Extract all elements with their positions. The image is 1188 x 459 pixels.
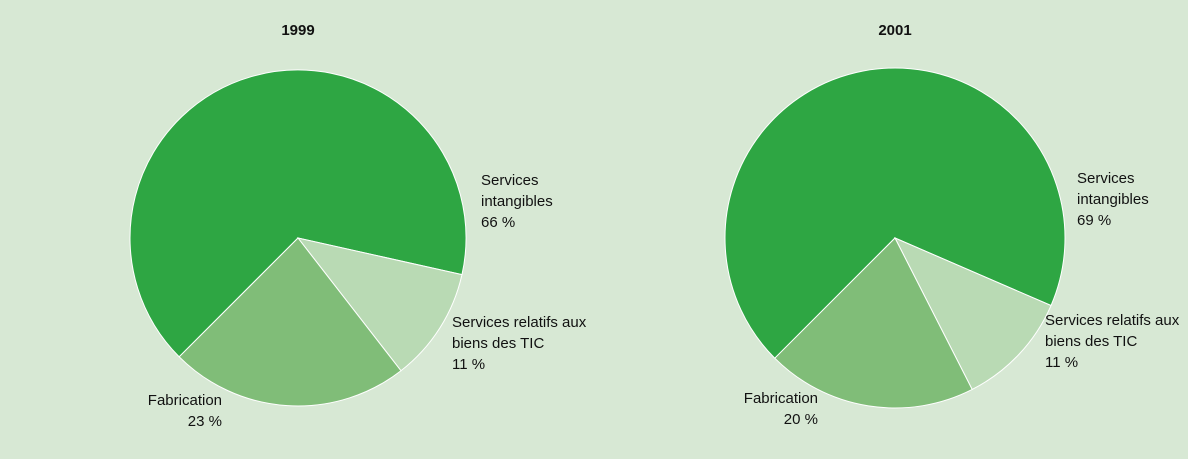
value-label: 69 % — [1077, 212, 1112, 229]
pie-slice — [774, 237, 973, 409]
category-label: Fabrication — [147, 392, 222, 409]
category-label: Fabrication — [743, 390, 818, 407]
slice-label: Fabrication 20 % — [698, 388, 818, 430]
pie-slice — [178, 237, 402, 407]
value-label: 11 % — [452, 356, 486, 373]
pie-slice — [296, 237, 463, 372]
category-label: Services relatifs aux biens des TIC — [1045, 312, 1180, 350]
value-label: 11 % — [1045, 354, 1079, 371]
category-label: Services intangibles — [481, 172, 553, 210]
chart-title: 1999 — [281, 22, 315, 39]
value-label: 20 % — [783, 411, 818, 428]
slice-label: Services intangibles 66 % — [481, 170, 576, 233]
pie-slice — [893, 236, 1052, 391]
slice-label: Services relatifs aux biens des TIC 11 % — [452, 312, 592, 375]
pie-slice — [129, 69, 467, 358]
category-label: Services intangibles — [1077, 170, 1149, 208]
pie-slice — [724, 67, 1066, 359]
chart-title: 2001 — [878, 22, 912, 39]
slice-label: Services relatifs aux biens des TIC 11 % — [1045, 310, 1185, 373]
value-label: 66 % — [481, 214, 516, 231]
slice-label: Fabrication 23 % — [102, 390, 222, 432]
slice-label: Services intangibles 69 % — [1077, 168, 1172, 231]
value-label: 23 % — [187, 413, 222, 430]
category-label: Services relatifs aux biens des TIC — [452, 314, 587, 352]
